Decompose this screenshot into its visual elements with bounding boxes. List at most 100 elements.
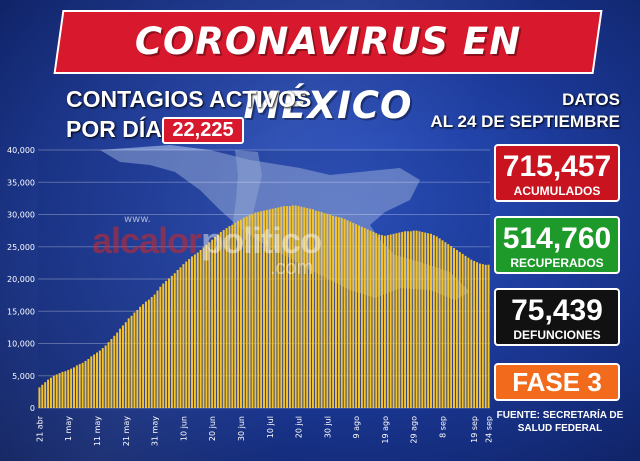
bar [216,234,219,408]
bar [104,345,107,408]
x-tick-label: 10 jun [179,416,188,441]
x-tick-label: 10 jul [266,416,275,438]
y-tick-label: 40,000 [7,146,35,155]
watermark: alcalorpolitico [92,220,322,262]
bar [363,228,366,408]
bar [144,301,147,408]
stat-recuperados: 514,760 RECUPERADOS [494,216,620,274]
bar [401,231,404,408]
bar [461,253,464,408]
fase-badge: FASE 3 [494,363,620,401]
bar [381,235,384,408]
bar [70,368,73,408]
x-tick-label: 24 sep [485,416,494,443]
date-line2: AL 24 DE SEPTIEMBRE [430,112,620,131]
stat-acumulados-value: 715,457 [502,150,612,183]
bar [96,352,99,408]
bar [369,230,372,408]
bar [153,294,156,408]
bar [202,247,205,408]
bar [476,262,479,408]
active-today-badge: 22,225 [162,117,244,144]
bar [219,231,222,408]
bar [228,226,231,408]
bar [424,232,427,408]
bar [320,211,323,408]
watermark-part2: politico [201,220,322,261]
bar [47,379,50,408]
x-tick-label: 30 jun [237,416,246,441]
bar [418,231,421,408]
bar [113,335,116,408]
bar [205,244,208,408]
bar [55,374,58,408]
bar [136,309,139,408]
bar [317,211,320,408]
bar [173,273,176,408]
bar [84,360,87,408]
bar [389,234,392,408]
bar [44,382,47,408]
bar [409,231,412,408]
bar [185,261,188,408]
bar [415,230,418,408]
stat-acumulados-label: ACUMULADOS [513,184,601,198]
bar [404,231,407,408]
bar [251,213,254,408]
bar [311,209,314,408]
bar [406,231,409,408]
bar [300,206,303,408]
watermark-com: .com [270,257,314,279]
bar [378,234,381,408]
bar [64,371,67,408]
bar [38,387,41,408]
bar [277,207,280,408]
bar [41,384,44,408]
bar [147,299,150,408]
bar [231,224,234,408]
y-tick-label: 35,000 [7,178,35,187]
bar [67,369,70,408]
bar [211,239,214,408]
bar [291,205,294,408]
bar [242,217,245,408]
bar [392,233,395,408]
bar [110,338,113,408]
bar [176,269,179,408]
x-tick-label: 20 jun [208,416,217,441]
bar [323,213,326,408]
bar [334,216,337,408]
bar [458,251,461,408]
y-tick-label: 5,000 [12,372,35,381]
bar [464,255,467,408]
bar [473,260,476,408]
source-line1: FUENTE: SECRETARÍA DE [496,410,624,421]
bar [124,322,127,408]
bar [130,315,133,408]
bar [268,209,271,408]
bar [346,220,349,408]
x-tick-label: 21 may [122,416,131,446]
bar [262,210,266,408]
x-tick-label: 9 ago [352,416,361,439]
y-tick-label: 30,000 [7,211,35,220]
bar [343,219,346,408]
bar [326,213,329,408]
y-tick-label: 15,000 [7,307,35,316]
x-tick-label: 31 may [151,416,160,446]
bar [306,208,309,408]
bar [222,229,225,408]
bar [254,212,257,408]
source-line2: SALUD FEDERAL [517,423,603,434]
bar [438,238,441,408]
bar [386,235,389,408]
bar [444,242,447,408]
bar [116,332,119,408]
bar [280,206,283,408]
bar [150,297,153,408]
bar [93,354,96,408]
bar [170,275,173,408]
bar [467,257,470,408]
bar [429,233,432,408]
y-tick-label: 20,000 [7,275,35,284]
